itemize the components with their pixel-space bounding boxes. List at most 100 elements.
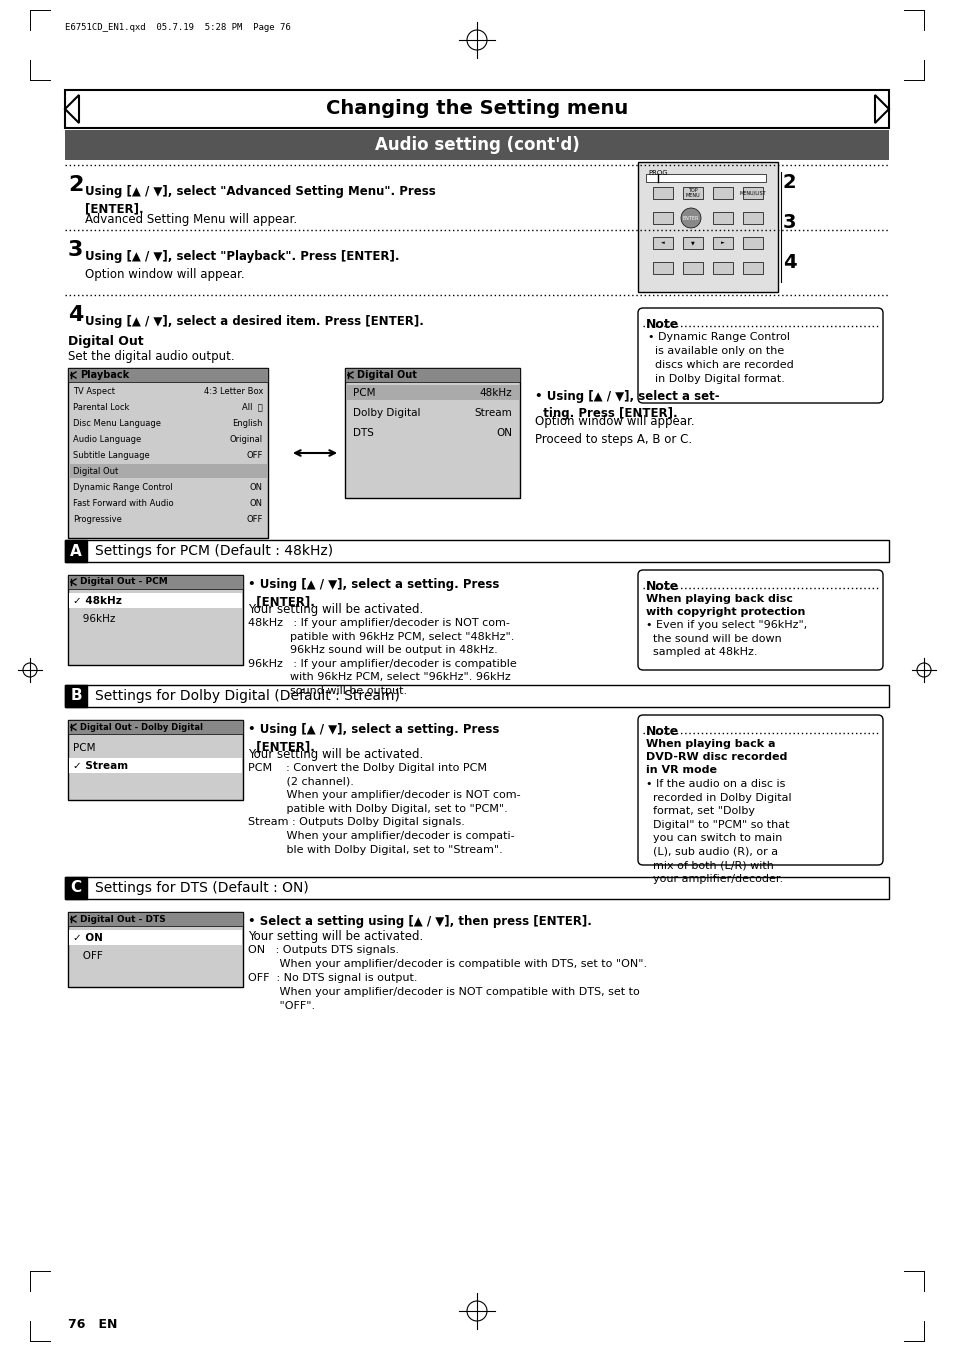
Text: E6751CD_EN1.qxd  05.7.19  5:28 PM  Page 76: E6751CD_EN1.qxd 05.7.19 5:28 PM Page 76 xyxy=(65,23,291,32)
Text: Fast Forward with Audio: Fast Forward with Audio xyxy=(73,499,173,508)
Bar xyxy=(69,929,242,944)
Bar xyxy=(638,162,778,292)
Text: Digital Out - Dolby Digital: Digital Out - Dolby Digital xyxy=(80,723,203,731)
FancyBboxPatch shape xyxy=(638,570,882,670)
Bar xyxy=(652,262,672,274)
Text: MENU/LIST: MENU/LIST xyxy=(739,190,765,196)
Text: 2: 2 xyxy=(68,176,83,195)
Text: • Using [▲ / ▼], select a setting. Press
  [ENTER].: • Using [▲ / ▼], select a setting. Press… xyxy=(248,723,498,753)
Text: TOP
MENU: TOP MENU xyxy=(685,188,700,199)
Text: 3: 3 xyxy=(68,240,83,259)
Bar xyxy=(682,262,702,274)
Text: Digital Out: Digital Out xyxy=(73,466,118,476)
Text: 3: 3 xyxy=(782,212,796,231)
Text: ON: ON xyxy=(250,482,263,492)
Bar xyxy=(712,186,732,199)
Text: Settings for PCM (Default : 48kHz): Settings for PCM (Default : 48kHz) xyxy=(95,544,333,558)
Text: B: B xyxy=(71,689,82,704)
Text: When playing back disc
with copyright protection: When playing back disc with copyright pr… xyxy=(645,594,804,617)
Bar xyxy=(68,576,243,665)
Bar xyxy=(65,877,87,898)
Bar xyxy=(69,758,242,773)
Text: Advanced Setting Menu will appear.: Advanced Setting Menu will appear. xyxy=(85,213,296,226)
Text: ON   : Outputs DTS signals.
         When your amplifier/decoder is compatible w: ON : Outputs DTS signals. When your ampl… xyxy=(248,944,646,1011)
Text: 2: 2 xyxy=(782,173,796,192)
Text: When playing back a
DVD-RW disc recorded
in VR mode: When playing back a DVD-RW disc recorded… xyxy=(645,739,786,775)
Text: Your setting will be activated.: Your setting will be activated. xyxy=(248,603,423,616)
Text: 48kHz   : If your amplifier/decoder is NOT com-
            patible with 96kHz P: 48kHz : If your amplifier/decoder is NOT… xyxy=(248,617,517,696)
Text: 4:3 Letter Box: 4:3 Letter Box xyxy=(203,386,263,396)
Bar xyxy=(65,877,888,898)
Text: • Even if you select "96kHz",
  the sound will be down
  sampled at 48kHz.: • Even if you select "96kHz", the sound … xyxy=(645,620,806,657)
Text: ✓ Stream: ✓ Stream xyxy=(73,761,128,771)
Text: ON: ON xyxy=(496,428,512,438)
Bar xyxy=(68,367,268,538)
Bar xyxy=(345,367,519,382)
Bar xyxy=(712,212,732,224)
Bar xyxy=(65,91,888,128)
Text: A: A xyxy=(71,543,82,558)
Circle shape xyxy=(680,208,700,228)
Text: OFF: OFF xyxy=(247,515,263,523)
Text: Note: Note xyxy=(645,725,679,738)
Text: Parental Lock: Parental Lock xyxy=(73,403,130,412)
Text: Digital Out: Digital Out xyxy=(356,370,416,380)
Text: OFF: OFF xyxy=(247,450,263,459)
Text: Subtitle Language: Subtitle Language xyxy=(73,450,150,459)
FancyBboxPatch shape xyxy=(638,308,882,403)
Text: English: English xyxy=(233,419,263,427)
Text: ◄: ◄ xyxy=(660,240,664,246)
Text: C: C xyxy=(71,881,81,896)
Text: Note: Note xyxy=(645,580,679,593)
Text: OFF: OFF xyxy=(73,951,103,961)
Text: Dynamic Range Control: Dynamic Range Control xyxy=(73,482,172,492)
Text: ▼: ▼ xyxy=(690,240,694,246)
Bar xyxy=(65,540,87,562)
Bar xyxy=(742,186,762,199)
Text: Digital Out - PCM: Digital Out - PCM xyxy=(80,577,168,586)
Bar xyxy=(712,262,732,274)
Bar xyxy=(652,212,672,224)
Text: TV Aspect: TV Aspect xyxy=(73,386,115,396)
Text: • Using [▲ / ▼], select a set-
  ting. Press [ENTER].: • Using [▲ / ▼], select a set- ting. Pre… xyxy=(535,390,719,420)
Bar xyxy=(65,685,87,707)
Text: Stream: Stream xyxy=(474,408,512,417)
Text: PROG: PROG xyxy=(647,170,667,176)
Text: PCM: PCM xyxy=(73,743,95,753)
Bar xyxy=(682,186,702,199)
Text: Using [▲ / ▼], select "Advanced Setting Menu". Press
[ENTER].: Using [▲ / ▼], select "Advanced Setting … xyxy=(85,185,436,215)
Text: • Select a setting using [▲ / ▼], then press [ENTER].: • Select a setting using [▲ / ▼], then p… xyxy=(248,915,591,928)
Text: Note: Note xyxy=(645,317,679,331)
Text: Option window will appear.
Proceed to steps A, B or C.: Option window will appear. Proceed to st… xyxy=(535,415,694,446)
Text: Progressive: Progressive xyxy=(73,515,122,523)
Bar xyxy=(742,212,762,224)
Bar xyxy=(68,576,243,589)
Bar xyxy=(65,130,888,159)
Text: 96kHz: 96kHz xyxy=(73,613,115,624)
Text: Set the digital audio output.: Set the digital audio output. xyxy=(68,350,234,363)
Text: • Dynamic Range Control
  is available only on the
  discs which are recorded
  : • Dynamic Range Control is available onl… xyxy=(647,332,793,384)
Text: 76   EN: 76 EN xyxy=(68,1319,117,1332)
Bar xyxy=(712,236,732,249)
Bar xyxy=(346,385,518,400)
Bar xyxy=(65,540,888,562)
Text: Digital Out - DTS: Digital Out - DTS xyxy=(80,915,166,924)
Bar xyxy=(68,912,243,925)
Text: Audio Language: Audio Language xyxy=(73,435,141,443)
Polygon shape xyxy=(65,95,79,123)
Bar xyxy=(682,236,702,249)
Text: Original: Original xyxy=(230,435,263,443)
Text: Disc Menu Language: Disc Menu Language xyxy=(73,419,161,427)
Text: ON: ON xyxy=(250,499,263,508)
Bar xyxy=(69,593,242,608)
Bar xyxy=(345,367,519,499)
FancyBboxPatch shape xyxy=(638,715,882,865)
Bar xyxy=(68,367,268,382)
Text: • If the audio on a disc is
  recorded in Dolby Digital
  format, set "Dolby
  D: • If the audio on a disc is recorded in … xyxy=(645,780,791,884)
Text: ✓ 48kHz: ✓ 48kHz xyxy=(73,596,122,607)
Text: Settings for Dolby Digital (Default : Stream): Settings for Dolby Digital (Default : St… xyxy=(95,689,399,703)
Bar xyxy=(69,463,267,478)
Text: Playback: Playback xyxy=(80,370,129,380)
Bar xyxy=(742,236,762,249)
Text: 4: 4 xyxy=(68,305,83,326)
